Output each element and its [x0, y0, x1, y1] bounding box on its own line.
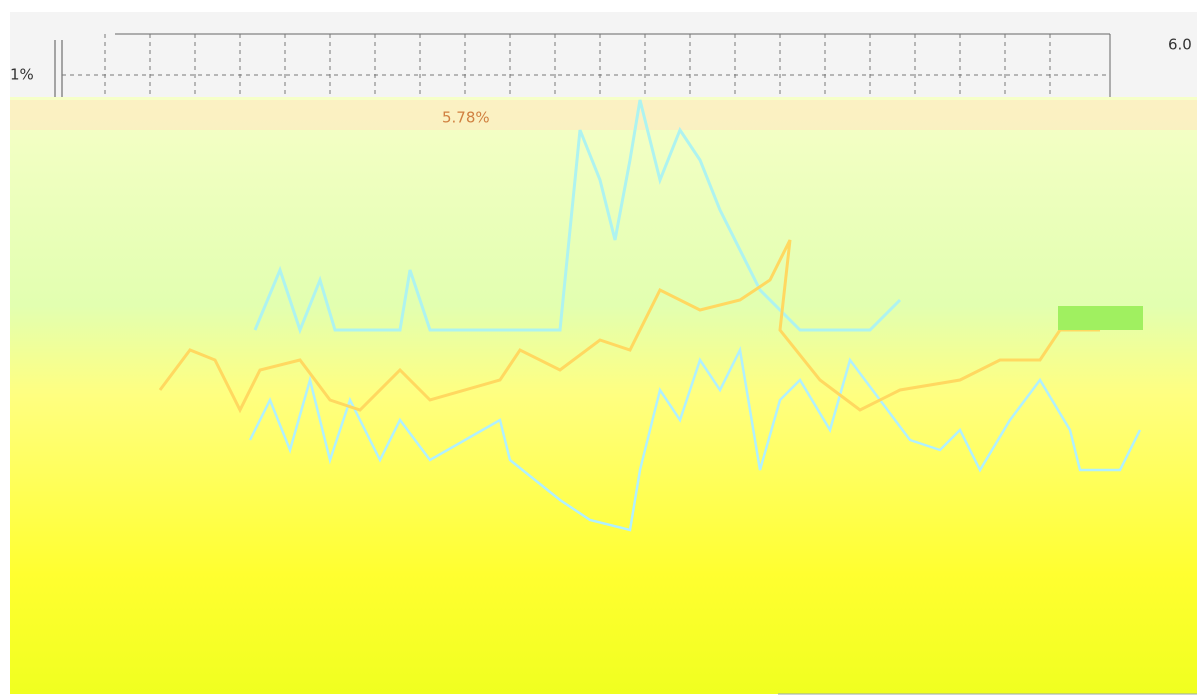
- yellow-line: [158, 239, 1100, 414]
- chart-frame: 1% 6.0: [10, 12, 1197, 97]
- cyan-line: [253, 99, 902, 335]
- status-block: [1058, 306, 1143, 330]
- highlight-band: [10, 100, 1197, 130]
- right-axis-label: 6.0: [1168, 36, 1192, 54]
- grid-columns: [104, 34, 1051, 97]
- left-axis-label: 1%: [10, 66, 34, 84]
- annotation: 5.78%: [442, 109, 490, 127]
- panel: [10, 12, 1197, 97]
- cyan-line-lower: [248, 346, 1142, 532]
- plot-background: [10, 97, 1197, 694]
